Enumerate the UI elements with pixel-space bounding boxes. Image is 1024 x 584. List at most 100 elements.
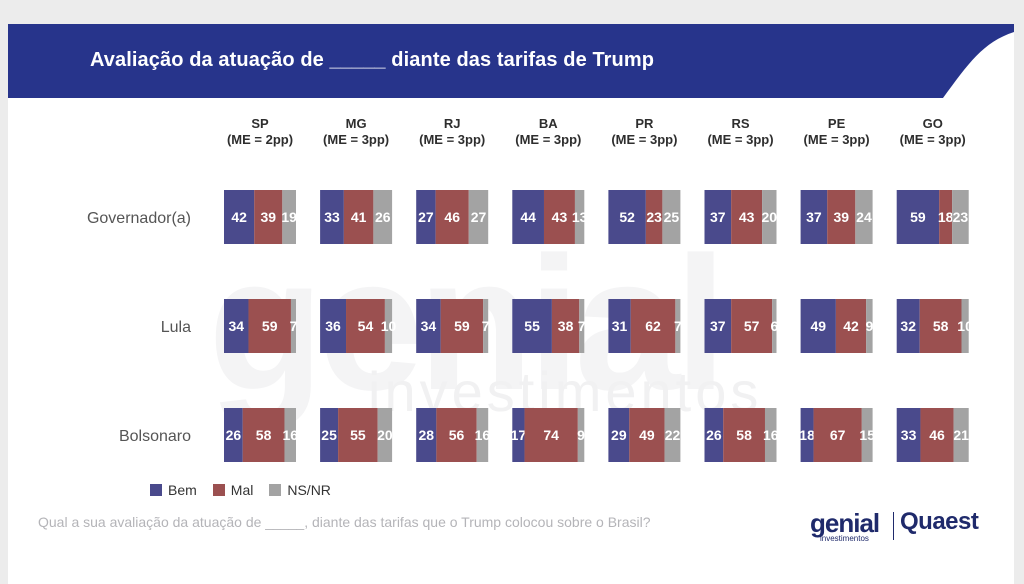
bar-bolsonaro-rj-bem-label: 28 <box>418 427 434 443</box>
title-banner <box>8 24 1014 98</box>
bar-lula-pr-bem <box>608 299 631 353</box>
column-me-rj: (ME = 3pp) <box>419 132 485 147</box>
bar-lula-ba-ns-nr-label: 7 <box>578 318 586 334</box>
bar-bolsonaro-pe-ns-nr-label: 15 <box>859 427 875 443</box>
bar-bolsonaro-pe-mal <box>813 408 862 462</box>
bar-bolsonaro-pr-mal-label: 49 <box>639 427 655 443</box>
bar-governador-a-mg-bem-label: 33 <box>324 209 340 225</box>
column-header-pe: PE <box>828 116 846 131</box>
bar-lula-mg-mal-label: 54 <box>358 318 374 334</box>
bar-bolsonaro-rs-ns-nr-label: 16 <box>763 427 779 443</box>
bar-lula-pr-mal-label: 62 <box>645 318 661 334</box>
row-label-bolsonaro: Bolsonaro <box>119 428 191 445</box>
bar-governador-a-mg-mal <box>343 190 374 244</box>
bar-lula-go-ns-nr <box>961 299 969 353</box>
legend-item-nsnr: NS/NR <box>269 482 331 498</box>
bar-lula-mg-ns-nr-label: 10 <box>381 318 397 334</box>
bar-governador-a-pr-bem <box>608 190 646 244</box>
bar-lula-rj-ns-nr <box>483 299 489 353</box>
bar-bolsonaro-sp-ns-nr <box>284 408 296 462</box>
bar-bolsonaro-ba-mal-label: 74 <box>543 427 559 443</box>
bar-bolsonaro-rj-bem <box>416 408 437 462</box>
bar-bolsonaro-mg-mal <box>338 408 378 462</box>
bar-bolsonaro-pe-mal-label: 67 <box>830 427 846 443</box>
bar-governador-a-ba-bem-label: 44 <box>520 209 536 225</box>
bar-governador-a-ba-mal-label: 43 <box>552 209 568 225</box>
bar-lula-go-mal-label: 58 <box>933 318 949 334</box>
column-header-ba: BA <box>539 116 558 131</box>
legend-item-mal: Mal <box>212 482 253 498</box>
bar-bolsonaro-mg-ns-nr-label: 20 <box>377 427 393 443</box>
bar-governador-a-pr-bem-label: 52 <box>619 209 635 225</box>
bar-bolsonaro-ba-bem <box>512 408 525 462</box>
bar-lula-rj-bem <box>416 299 441 353</box>
column-me-sp: (ME = 2pp) <box>227 132 293 147</box>
bar-lula-pr-ns-nr-label: 7 <box>674 318 682 334</box>
bar-governador-a-pe-mal-label: 39 <box>833 209 849 225</box>
bar-governador-a-mg-ns-nr-label: 26 <box>375 209 391 225</box>
bar-bolsonaro-mg-mal-label: 55 <box>350 427 366 443</box>
bar-bolsonaro-rs-bem <box>704 408 724 462</box>
bar-governador-a-rj-mal-label: 46 <box>444 209 460 225</box>
bar-lula-sp-bem <box>224 299 249 353</box>
bar-governador-a-ba-bem <box>512 190 544 244</box>
bar-governador-a-rj-bem-label: 27 <box>418 209 434 225</box>
column-me-pr: (ME = 3pp) <box>611 132 677 147</box>
bar-governador-a-pe-mal <box>827 190 856 244</box>
column-header-rj: RJ <box>444 116 461 131</box>
column-header-go: GO <box>923 116 943 131</box>
bar-bolsonaro-pr-ns-nr-label: 22 <box>665 427 681 443</box>
bar-bolsonaro-rj-ns-nr <box>476 408 489 462</box>
bar-governador-a-go-ns-nr <box>952 190 969 244</box>
bar-governador-a-rs-bem <box>704 190 732 244</box>
column-header-sp: SP <box>251 116 269 131</box>
bar-bolsonaro-mg-bem-label: 25 <box>321 427 337 443</box>
bar-lula-pr-bem-label: 31 <box>612 318 628 334</box>
bar-lula-pe-ns-nr <box>866 299 873 353</box>
bar-bolsonaro-go-mal-label: 46 <box>929 427 945 443</box>
genial-logo: genial <box>810 508 880 538</box>
bar-governador-a-pr-mal <box>645 190 663 244</box>
column-header-pr: PR <box>635 116 654 131</box>
bar-lula-rs-mal-label: 57 <box>744 318 760 334</box>
bar-governador-a-pr-ns-nr-label: 25 <box>664 209 680 225</box>
bar-governador-a-rj-ns-nr-label: 27 <box>471 209 487 225</box>
bar-governador-a-ba-ns-nr-label: 13 <box>572 209 588 225</box>
bar-lula-pr-ns-nr <box>675 299 681 353</box>
bar-bolsonaro-pe-bem-label: 18 <box>799 427 815 443</box>
bar-bolsonaro-go-ns-nr <box>953 408 969 462</box>
bar-governador-a-ba-ns-nr <box>574 190 585 244</box>
bar-bolsonaro-sp-mal <box>242 408 285 462</box>
legend-swatch-nsnr <box>269 484 282 496</box>
bar-lula-rs-bem-label: 37 <box>710 318 726 334</box>
bar-governador-a-pe-bem <box>800 190 828 244</box>
bar-lula-go-mal <box>919 299 962 353</box>
legend: Bem Mal NS/NR <box>150 482 347 498</box>
bar-governador-a-go-bem-label: 59 <box>910 209 926 225</box>
row-label-governador-a: Governador(a) <box>87 210 191 227</box>
bar-bolsonaro-sp-bem-label: 26 <box>226 427 242 443</box>
bar-bolsonaro-ba-ns-nr-label: 9 <box>577 427 585 443</box>
legend-swatch-mal <box>212 484 225 496</box>
legend-item-bem: Bem <box>150 482 197 498</box>
quaest-logo: Quaest <box>900 508 979 535</box>
bar-lula-rj-mal-label: 59 <box>454 318 470 334</box>
bar-governador-a-rs-mal-label: 43 <box>739 209 755 225</box>
survey-question: Qual a sua avaliação da atuação de _____… <box>38 514 651 530</box>
bar-governador-a-mg-mal-label: 41 <box>351 209 367 225</box>
bar-bolsonaro-ba-mal <box>524 408 578 462</box>
bar-governador-a-rs-ns-nr-label: 20 <box>762 209 778 225</box>
bar-lula-mg-bem-label: 36 <box>325 318 341 334</box>
bar-governador-a-sp-bem-label: 42 <box>231 209 247 225</box>
bar-lula-pe-mal <box>835 299 867 353</box>
bar-bolsonaro-rs-mal <box>723 408 765 462</box>
bar-bolsonaro-go-bem-label: 33 <box>901 427 917 443</box>
bar-bolsonaro-sp-bem <box>224 408 243 462</box>
bar-lula-sp-ns-nr-label: 7 <box>290 318 298 334</box>
bar-bolsonaro-rs-bem-label: 26 <box>706 427 722 443</box>
bar-bolsonaro-pe-bem <box>800 408 814 462</box>
legend-label-nsnr: NS/NR <box>287 482 331 498</box>
stacked-bar-chart: SP(ME = 2pp)MG(ME = 3pp)RJ(ME = 3pp)BA(M… <box>86 116 970 462</box>
bar-governador-a-go-mal <box>939 190 953 244</box>
column-header-mg: MG <box>346 116 367 131</box>
